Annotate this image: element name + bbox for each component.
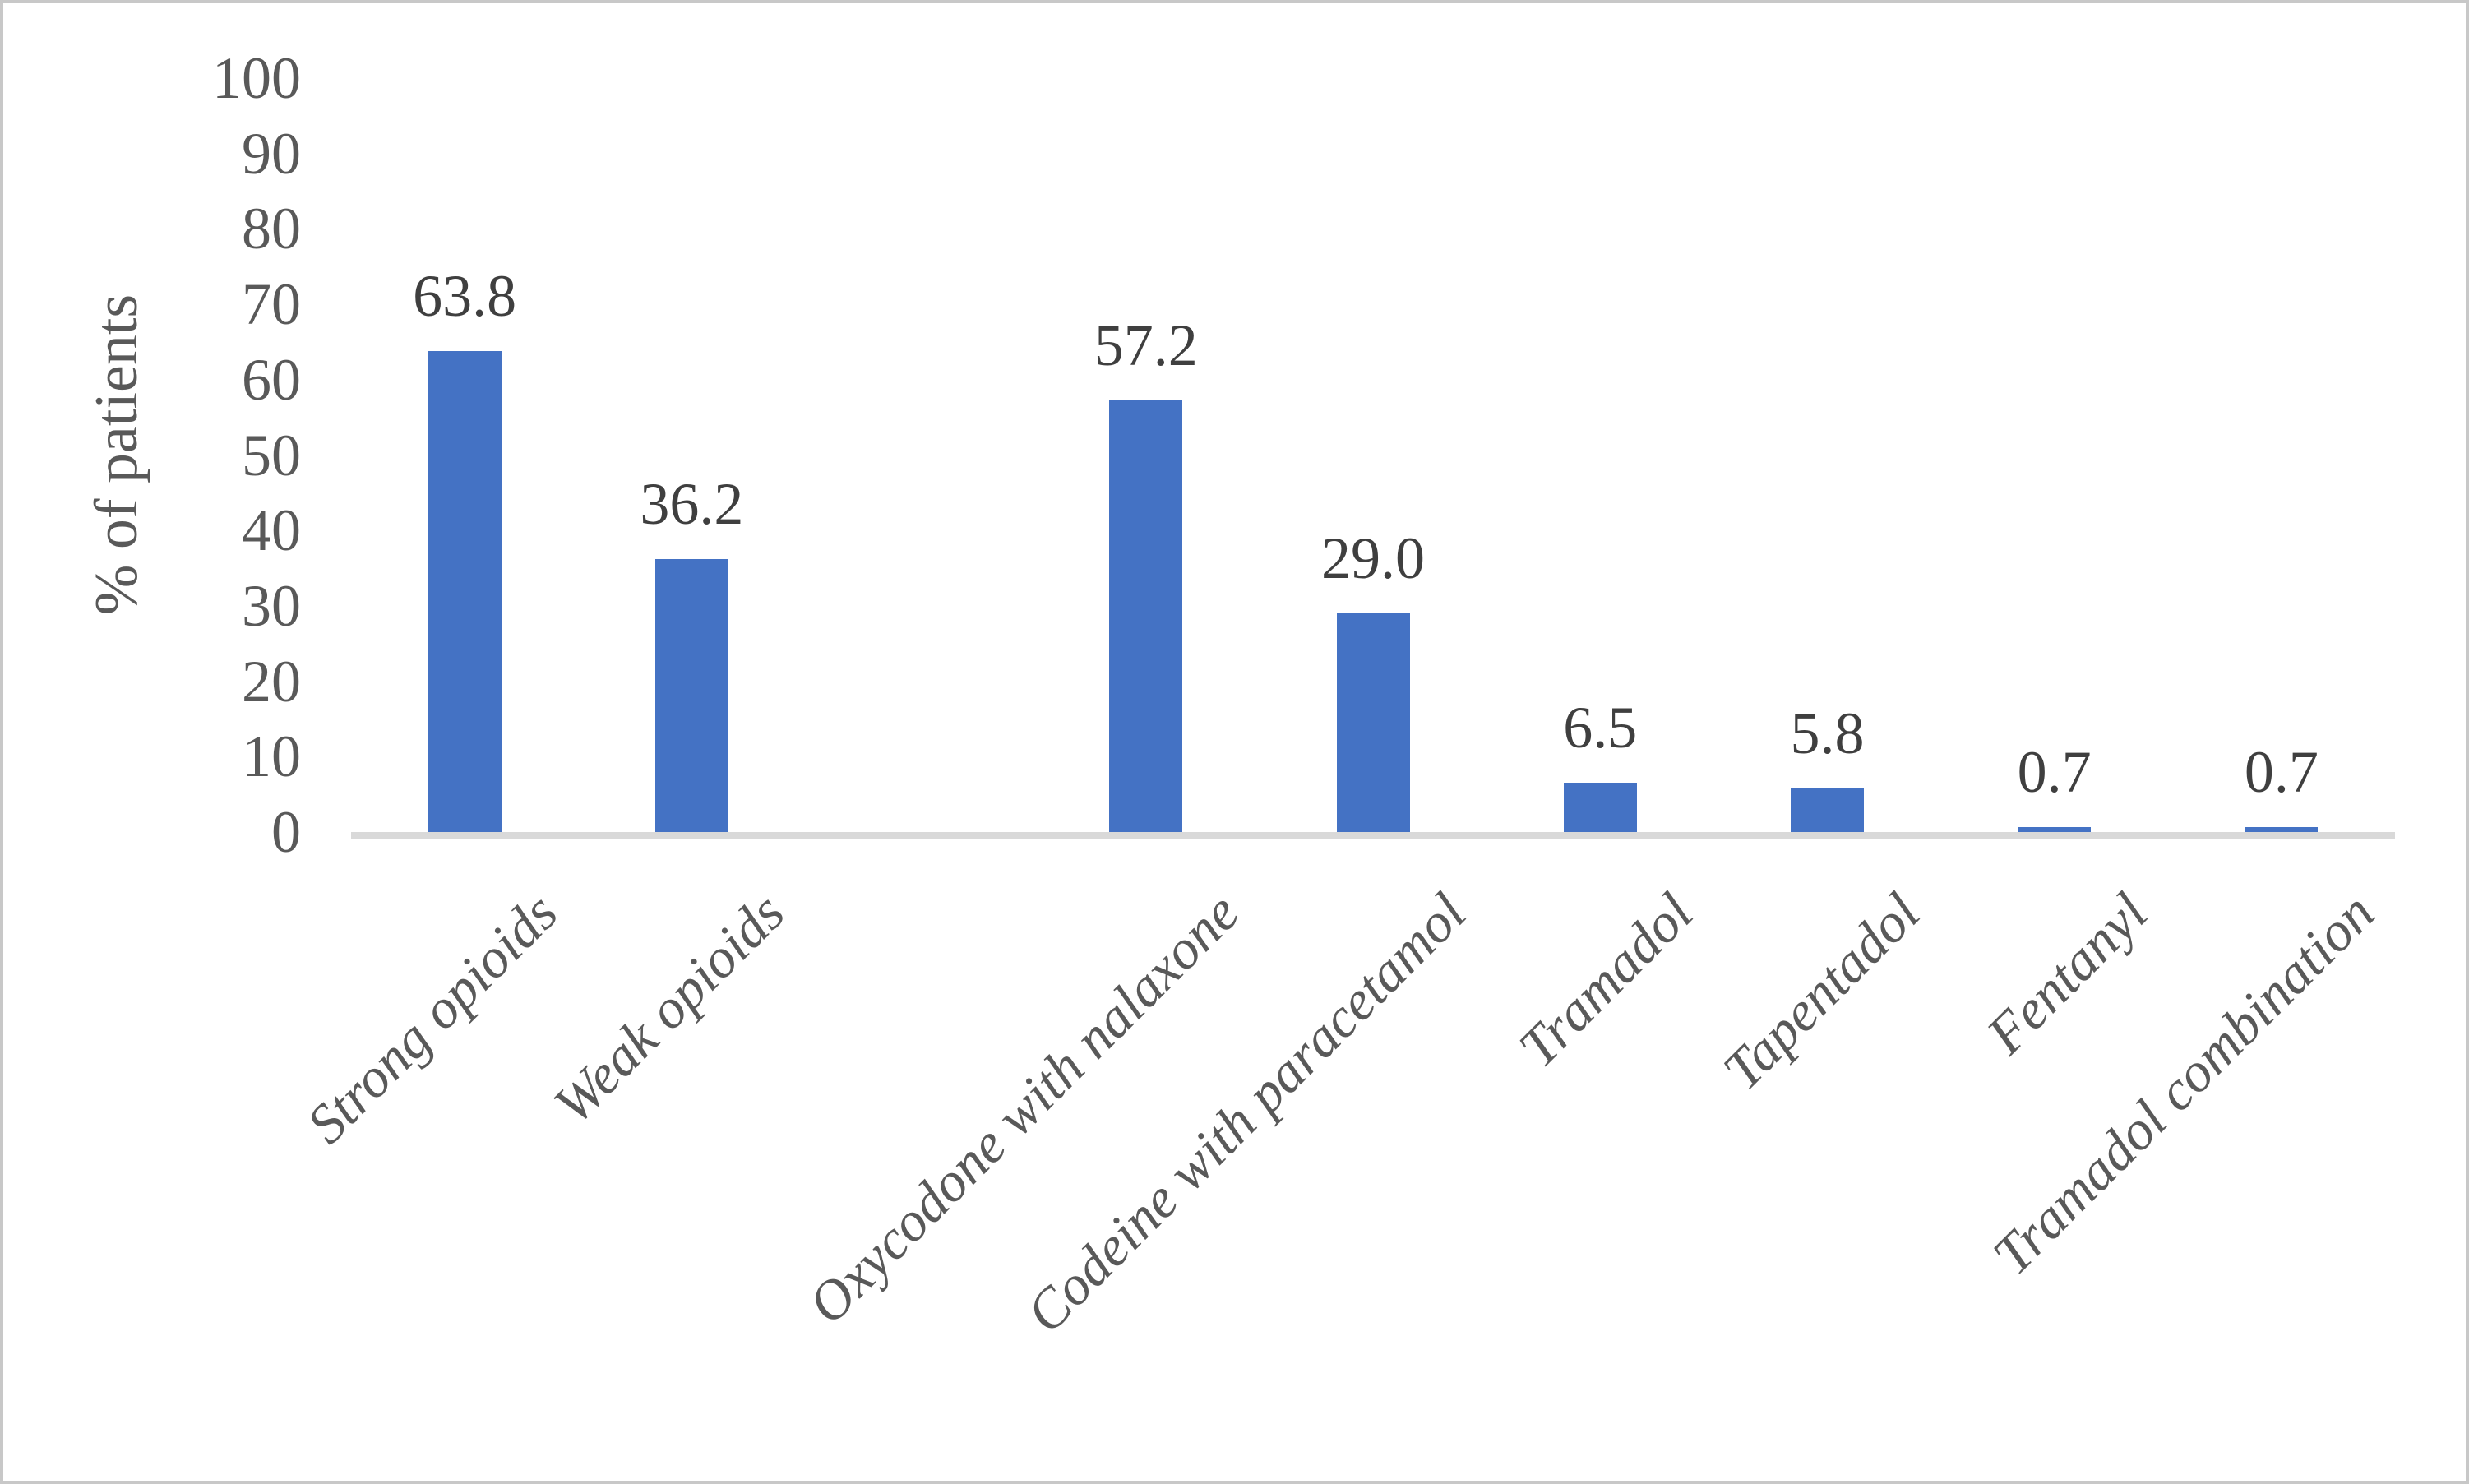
bar-weak-opioids (654, 559, 728, 832)
bar-tramadol-combination (2245, 826, 2319, 832)
x-axis-line (351, 832, 2395, 839)
y-tick-label-90: 90 (242, 120, 301, 187)
y-tick-label-60: 60 (242, 346, 301, 413)
y-tick-label-30: 30 (242, 572, 301, 639)
value-label-tapentadol: 5.8 (1790, 700, 1865, 766)
y-tick-label-10: 10 (242, 724, 301, 790)
value-label-strong-opioids: 63.8 (413, 262, 517, 329)
y-tick-label-50: 50 (242, 422, 301, 488)
bar-codeine-with-paracetamol (1336, 613, 1410, 832)
bar-fentanyl (2018, 826, 2092, 832)
bar-oxycodone-with-nalaxone (1109, 400, 1183, 832)
value-label-tramadol-combination: 0.7 (2244, 738, 2319, 805)
value-label-fentanyl: 0.7 (2017, 738, 2092, 805)
y-tick-label-0: 0 (271, 799, 301, 865)
value-label-codeine-with-paracetamol: 29.0 (1321, 525, 1425, 592)
category-label-tramadol-combination: Tramadol combination (1980, 881, 2387, 1287)
bar-tapentadol (1790, 788, 1864, 832)
y-tick-label-80: 80 (242, 196, 301, 262)
y-tick-label-20: 20 (242, 648, 301, 714)
y-tick-label-100: 100 (212, 45, 301, 111)
y-tick-label-40: 40 (242, 497, 301, 564)
category-label-weak-opioids: Weak opioids (541, 881, 797, 1136)
value-label-tramadol: 6.5 (1563, 695, 1638, 761)
value-label-oxycodone-with-nalaxone: 57.2 (1093, 312, 1198, 379)
bar-tramadol (1563, 783, 1637, 832)
y-tick-label-70: 70 (242, 271, 301, 338)
value-label-weak-opioids: 36.2 (640, 471, 744, 538)
bar-strong-opioids (428, 350, 502, 832)
